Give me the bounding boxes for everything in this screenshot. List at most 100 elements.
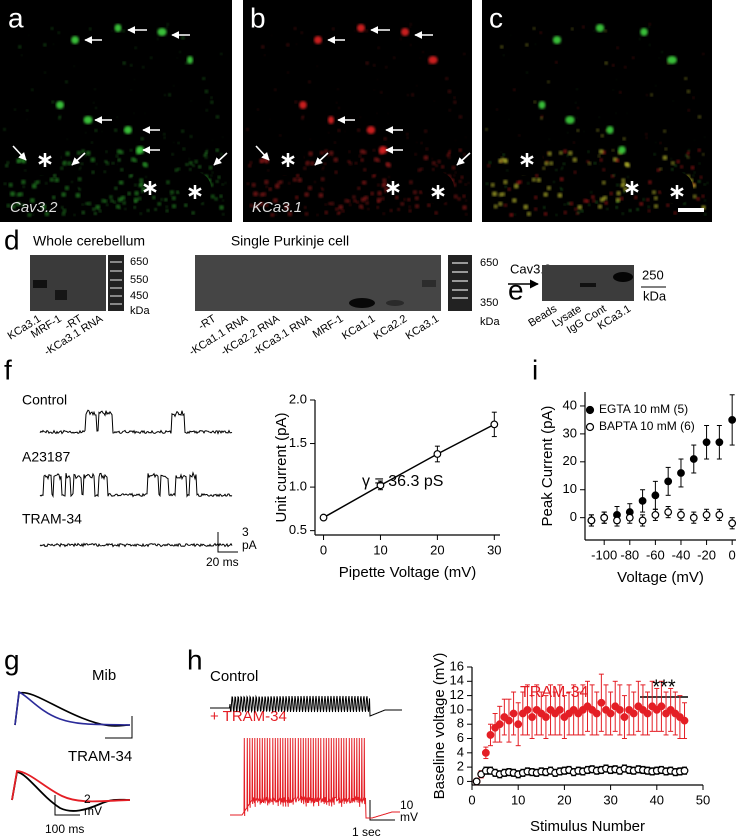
texture-dot (328, 150, 334, 156)
data-point (597, 698, 606, 707)
texture-dot (570, 155, 573, 158)
data-point (495, 720, 504, 729)
texture-dot (264, 203, 269, 207)
texture-dot (465, 136, 467, 138)
texture-dot (622, 137, 626, 141)
texture-dot (615, 78, 618, 81)
data-point (680, 766, 689, 775)
texture-dot (205, 109, 209, 112)
texture-dot (703, 213, 707, 216)
texture-dot (122, 201, 127, 205)
texture-dot (370, 191, 374, 196)
asterisk-stroke (625, 183, 639, 193)
texture-dot (552, 180, 556, 183)
legend-label: BAPTA 10 mM (6) (599, 419, 695, 433)
texture-dot (169, 190, 175, 195)
texture-dot (134, 190, 140, 196)
texture-dot (184, 61, 188, 65)
texture-dot (133, 112, 135, 114)
texture-dot (356, 200, 360, 204)
y-tick-label: 10 (450, 701, 464, 716)
x-tick-label: -60 (646, 547, 665, 562)
texture-dot (359, 163, 362, 166)
trace-label: + TRAM-34 (210, 708, 287, 725)
texture-dot (87, 201, 92, 206)
texture-dot (609, 191, 613, 196)
texture-dot (63, 160, 67, 163)
texture-dot (648, 25, 651, 28)
texture-dot (119, 180, 124, 185)
texture-dot (295, 43, 298, 45)
texture-dot (18, 156, 22, 161)
y-tick-label: 16 (450, 658, 464, 673)
texture-dot (335, 207, 339, 211)
texture-dot (11, 204, 16, 209)
texture-dot (647, 209, 651, 213)
data-point (509, 709, 518, 718)
texture-dot (259, 201, 264, 207)
texture-dot (574, 101, 577, 104)
texture-dot (324, 210, 329, 215)
series-line (323, 423, 495, 519)
texture-dot (511, 197, 517, 203)
texture-dot (540, 114, 544, 118)
texture-dot (458, 115, 463, 119)
texture-dot (105, 203, 109, 207)
texture-dot (563, 203, 566, 206)
y-tick-label: 1.0 (289, 479, 307, 494)
texture-dot (359, 149, 365, 155)
texture-dot (80, 162, 84, 166)
texture-dot (542, 206, 546, 209)
texture-dot (294, 100, 298, 104)
texture-dot (697, 115, 702, 119)
texture-dot (108, 195, 113, 199)
texture-dot (348, 203, 352, 207)
texture-dot (670, 168, 674, 171)
texture-dot (41, 204, 47, 210)
texture-dot (383, 137, 387, 141)
texture-dot (419, 57, 421, 59)
texture-dot (548, 138, 551, 141)
texture-dot (701, 194, 705, 198)
x-tick-label: 40 (650, 792, 664, 807)
data-point (629, 709, 638, 718)
texture-dot (362, 180, 367, 185)
data-point (472, 777, 481, 786)
texture-dot (488, 161, 492, 164)
x-tick-label: 10 (511, 792, 525, 807)
stain-label: Cav3.2 (10, 199, 58, 216)
texture-dot (495, 108, 499, 111)
texture-dot (156, 38, 159, 41)
texture-dot (269, 118, 271, 121)
texture-dot (303, 166, 307, 171)
texture-dot (387, 112, 389, 114)
texture-dot (94, 106, 98, 110)
bright-spot (186, 56, 194, 64)
texture-dot (604, 201, 609, 205)
texture-dot (334, 170, 338, 174)
texture-dot (205, 149, 209, 152)
ladder-bands (110, 261, 122, 305)
texture-dot (416, 141, 418, 144)
arrow (255, 145, 270, 161)
data-point (523, 706, 532, 714)
data-point (638, 516, 647, 525)
texture-dot (545, 160, 549, 163)
gel-title: Whole cerebellum (33, 233, 145, 249)
bright-spot (55, 101, 65, 109)
texture-dot (51, 195, 56, 200)
texture-dot (91, 170, 95, 174)
texture-dot (111, 30, 113, 32)
texture-dot (324, 203, 327, 206)
texture-dot (622, 191, 626, 194)
micrograph (482, 0, 712, 222)
data-point (620, 713, 629, 721)
data-point (615, 706, 624, 714)
texture-dot (274, 88, 277, 92)
texture-dot (142, 162, 147, 166)
texture-dot (224, 181, 227, 184)
texture-dot (602, 168, 606, 172)
texture-dot (412, 190, 418, 195)
texture-dot (577, 210, 581, 214)
texture-dot (566, 131, 569, 134)
